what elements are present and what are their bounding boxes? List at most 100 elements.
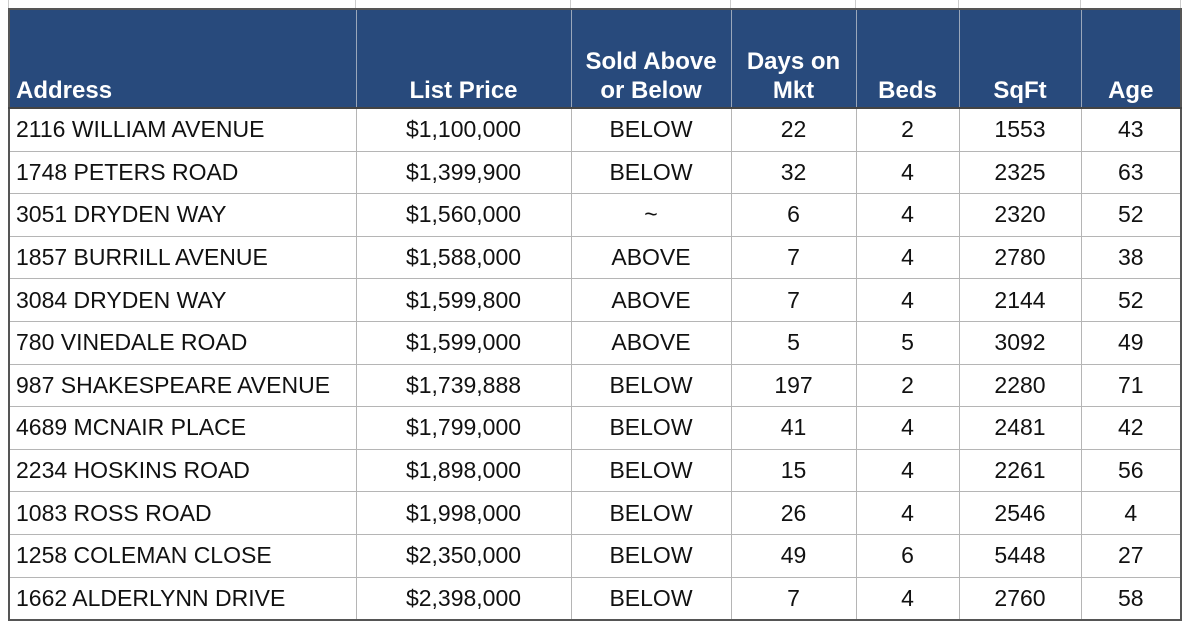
grid-stub [1080,0,1081,8]
table-cell: 41 [730,406,857,450]
table-cell: 71 [1080,363,1182,408]
table-cell: 4 [855,406,960,450]
table-cell: BELOW [570,406,732,450]
table-cell: 15 [730,448,857,493]
table-cell: 1857 BURRILL AVENUE [8,235,357,280]
table-cell: 4689 MCNAIR PLACE [8,406,357,450]
table-cell: $1,799,000 [355,406,572,450]
grid-stub [8,0,9,8]
table-cell: 52 [1080,193,1182,237]
table-cell: 56 [1080,448,1182,493]
table-cell: 780 VINEDALE ROAD [8,320,357,365]
table-row: 3084 DRYDEN WAY $1,599,800 ABOVE 7 4 2144 52 [8,278,1182,322]
table-cell: 2325 [958,150,1082,195]
table-cell: 2116 WILLIAM AVENUE [8,107,357,152]
table-row: 1662 ALDERLYNN DRIVE $2,398,000 BELOW 7 4 276… [8,576,1182,621]
grid-stub [1180,0,1181,8]
table-cell: $2,398,000 [355,576,572,621]
table-cell: 3084 DRYDEN WAY [8,278,357,322]
table-cell: 2280 [958,363,1082,408]
table-cell: 4 [855,576,960,621]
table-cell: $1,898,000 [355,448,572,493]
table-cell: 4 [855,491,960,535]
table-cell: 63 [1080,150,1182,195]
table-cell: $1,599,800 [355,278,572,322]
table-cell: BELOW [570,363,732,408]
table-row: 2116 WILLIAM AVENUE $1,100,000 BELOW 22 2 155… [8,107,1182,152]
table-cell: 49 [730,533,857,578]
table-cell: BELOW [570,533,732,578]
table-cell: 2234 HOSKINS ROAD [8,448,357,493]
table-cell: 7 [730,576,857,621]
table-cell: BELOW [570,491,732,535]
table-cell: 6 [855,533,960,578]
table-cell: 2 [855,363,960,408]
table-cell: $1,399,900 [355,150,572,195]
table-cell: 987 SHAKESPEARE AVENUE [8,363,357,408]
table-wrap: Address List Price Sold Above or Below Days… [8,8,1182,621]
table-row: 3051 DRYDEN WAY $1,560,000 ~6 4 2320 52 [8,193,1182,237]
table-cell: 42 [1080,406,1182,450]
grid-stub [730,0,731,8]
grid-stub [958,0,959,8]
table-cell: ~ [570,193,732,237]
table-cell: 197 [730,363,857,408]
listings-table: Address List Price Sold Above or Below Days… [8,8,1182,621]
table-row: 4689 MCNAIR PLACE $1,799,000 BELOW 41 4 2481 4… [8,406,1182,450]
table-cell: 43 [1080,107,1182,152]
table-head: Address List Price Sold Above or Below Days… [8,8,1182,109]
table-cell: 1258 COLEMAN CLOSE [8,533,357,578]
table-cell: 3051 DRYDEN WAY [8,193,357,237]
table-cell: $1,100,000 [355,107,572,152]
table-cell: $1,560,000 [355,193,572,237]
table-cell: ABOVE [570,320,732,365]
table-row: 1258 COLEMAN CLOSE $2,350,000 BELOW 49 6 5448… [8,533,1182,578]
column-header: List Price [355,8,572,109]
column-header: Beds [855,8,960,109]
grid-stub [855,0,856,8]
table-cell: ABOVE [570,278,732,322]
table-cell: $2,350,000 [355,533,572,578]
table-cell: 58 [1080,576,1182,621]
table-cell: 2546 [958,491,1082,535]
table-cell: 26 [730,491,857,535]
table-cell: BELOW [570,150,732,195]
table-cell: 52 [1080,278,1182,322]
table-cell: 27 [1080,533,1182,578]
column-header: Address [8,8,357,109]
table-cell: 4 [855,235,960,280]
table-row: 1748 PETERS ROAD $1,399,900 BELOW 32 4 2325 63 [8,150,1182,195]
table-cell: 2261 [958,448,1082,493]
table-cell: 3092 [958,320,1082,365]
table-cell: 38 [1080,235,1182,280]
table-cell: 5 [855,320,960,365]
table-cell: 2144 [958,278,1082,322]
column-header: SqFt [958,8,1082,109]
table-row: 2234 HOSKINS ROAD $1,898,000 BELOW 15 4 2261 5… [8,448,1182,493]
table-cell: 5 [730,320,857,365]
table-cell: 4 [855,150,960,195]
table-cell: 49 [1080,320,1182,365]
table-body: 2116 WILLIAM AVENUE $1,100,000 BELOW 22 2 155… [8,107,1182,621]
header-row: Address List Price Sold Above or Below Days… [8,8,1182,109]
table-cell: 6 [730,193,857,237]
table-cell: 7 [730,278,857,322]
table-cell: 7 [730,235,857,280]
table-cell: BELOW [570,448,732,493]
table-cell: 4 [855,278,960,322]
table-cell: 32 [730,150,857,195]
table-cell: 5448 [958,533,1082,578]
column-header: Days on Mkt [730,8,857,109]
table-cell: 2320 [958,193,1082,237]
table-cell: ABOVE [570,235,732,280]
table-row: 987 SHAKESPEARE AVENUE $1,739,888 BELOW 197… [8,363,1182,408]
table-cell: 4 [1080,491,1182,535]
column-header: Sold Above or Below [570,8,732,109]
table-row: 1857 BURRILL AVENUE $1,588,000 ABOVE 7 4 2780… [8,235,1182,280]
column-header: Age [1080,8,1182,109]
table-cell: 1083 ROSS ROAD [8,491,357,535]
table-row: 1083 ROSS ROAD $1,998,000 BELOW 26 4 2546 4 [8,491,1182,535]
grid-stub [570,0,571,8]
table-cell: $1,998,000 [355,491,572,535]
